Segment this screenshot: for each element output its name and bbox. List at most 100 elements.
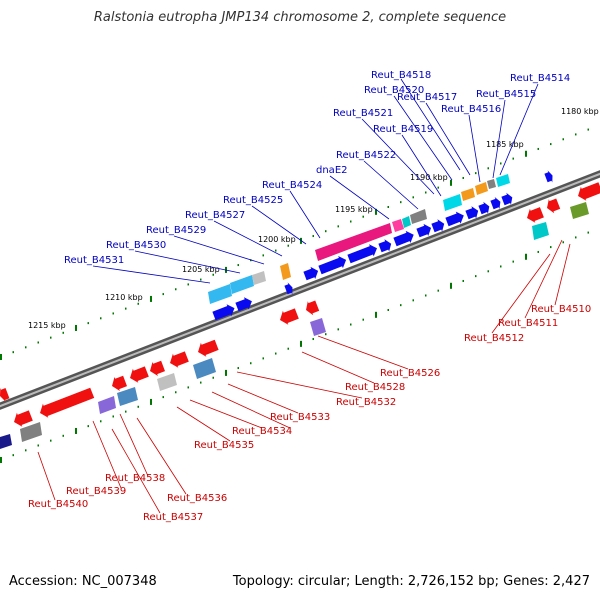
gene-label[interactable]: Reut_B4521 (333, 108, 393, 119)
gene-block[interactable] (20, 422, 42, 442)
gene-block[interactable] (487, 179, 496, 189)
gene-block[interactable] (392, 219, 404, 232)
scale-tick (162, 396, 164, 399)
gene-arrow[interactable] (212, 304, 235, 321)
gene-arrow[interactable] (547, 198, 561, 214)
gene-arrow[interactable] (347, 244, 377, 264)
gene-arrow[interactable] (393, 230, 414, 247)
gene-arrow[interactable] (14, 410, 33, 427)
gene-block[interactable] (475, 182, 488, 195)
gene-label[interactable]: Reut_B4530 (106, 240, 166, 251)
scale-tick (187, 283, 189, 286)
gene-arrow[interactable] (527, 207, 544, 223)
gene-arrow[interactable] (112, 375, 127, 391)
gene-label[interactable]: Reut_B4514 (510, 73, 570, 84)
gene-label[interactable]: Reut_B4537 (143, 512, 203, 523)
scale-tick (350, 220, 352, 223)
gene-arrow[interactable] (478, 201, 490, 215)
sequence-summary: Topology: circular; Length: 2,726,152 bp… (232, 574, 590, 589)
forward-strand-genes (208, 174, 510, 304)
scale-label: 1195 kbp (335, 205, 373, 214)
gene-block[interactable] (230, 275, 254, 294)
gene-label[interactable]: Reut_B4536 (167, 493, 227, 504)
gene-label[interactable]: Reut_B4510 (531, 304, 591, 315)
gene-block[interactable] (310, 318, 326, 336)
gene-label[interactable]: Reut_B4519 (373, 124, 433, 135)
gene-label[interactable]: Reut_B4528 (345, 382, 405, 393)
gene-label[interactable]: Reut_B4522 (336, 150, 396, 161)
gene-block[interactable] (461, 188, 475, 201)
gene-label[interactable]: dnaE2 (316, 165, 348, 176)
gene-arrow[interactable] (150, 360, 165, 376)
gene-arrow[interactable] (445, 211, 464, 227)
scale-tick (437, 186, 439, 189)
gene-arrow[interactable] (170, 351, 189, 368)
scale-tick (12, 454, 14, 457)
gene-label[interactable]: Reut_B4527 (185, 210, 245, 221)
gene-label[interactable]: Reut_B4525 (223, 195, 283, 206)
gene-label[interactable]: Reut_B4540 (28, 499, 88, 510)
gene-label[interactable]: Reut_B4524 (262, 180, 322, 191)
gene-block[interactable] (208, 284, 232, 304)
gene-block[interactable] (117, 387, 138, 406)
gene-label[interactable]: Reut_B4532 (336, 397, 396, 408)
gene-arrow[interactable] (318, 256, 347, 275)
gene-block[interactable] (532, 222, 549, 240)
gene-block[interactable] (252, 271, 266, 285)
gene-arrow[interactable] (235, 297, 252, 312)
gene-label[interactable]: Reut_B4512 (464, 333, 524, 344)
gene-dnaE2[interactable] (315, 223, 392, 261)
scale-label: 1205 kbp (182, 265, 220, 274)
gene-arrow[interactable] (544, 170, 553, 183)
scale-tick (50, 439, 52, 442)
gene-block[interactable] (157, 373, 177, 391)
scale-tick (337, 328, 339, 331)
gene-arrow[interactable] (306, 300, 320, 316)
scale-label: 1210 kbp (105, 293, 143, 302)
gene-block[interactable] (410, 209, 427, 224)
gene-label[interactable]: Reut_B4517 (397, 92, 457, 103)
gene-arrow[interactable] (490, 197, 501, 210)
gene-block[interactable] (402, 216, 411, 228)
gene-label[interactable]: Reut_B4533 (270, 412, 330, 423)
gene-block[interactable] (0, 434, 12, 449)
gene-label[interactable]: Reut_B4511 (498, 318, 558, 329)
gene-label[interactable]: Reut_B4534 (232, 426, 292, 437)
gene-arrow[interactable] (130, 366, 149, 383)
scale-label: 1215 kbp (28, 321, 66, 330)
gene-arrow[interactable] (501, 192, 513, 206)
gene-label[interactable]: Reut_B4535 (194, 440, 254, 451)
gene-arrow[interactable] (431, 219, 445, 233)
gene-arrow[interactable] (280, 308, 299, 325)
gene-label[interactable]: Reut_B4520 (364, 85, 424, 96)
gene-arrow[interactable] (416, 223, 432, 238)
gene-block[interactable] (193, 358, 216, 379)
scale-tick (25, 449, 27, 452)
gene-arrow[interactable] (284, 282, 293, 295)
scale-tick (0, 457, 2, 463)
gene-label[interactable]: Reut_B4518 (371, 70, 431, 81)
gene-label[interactable]: Reut_B4516 (441, 104, 501, 115)
scale-tick (325, 230, 327, 233)
gene-arrow[interactable] (0, 387, 10, 402)
gene-label[interactable]: Reut_B4531 (64, 255, 124, 266)
gene-arrow[interactable] (465, 206, 479, 220)
gene-arrow[interactable] (303, 266, 319, 281)
gene-block[interactable] (98, 396, 116, 414)
gene-label[interactable]: Reut_B4538 (105, 473, 165, 484)
gene-label[interactable]: Reut_B4526 (380, 368, 440, 379)
gene-label[interactable]: Reut_B4529 (146, 225, 206, 236)
gene-label[interactable]: Reut_B4515 (476, 89, 536, 100)
gene-arrow[interactable] (578, 182, 600, 201)
gene-block[interactable] (443, 194, 462, 211)
gene-block[interactable] (280, 263, 291, 280)
gene-arrow[interactable] (198, 339, 219, 357)
gene-block[interactable] (570, 202, 589, 219)
gene-arrow[interactable] (40, 387, 95, 418)
scale-tick (500, 265, 502, 268)
gene-arrow[interactable] (378, 239, 392, 253)
gene-label[interactable]: Reut_B4539 (66, 486, 126, 497)
scale-tick (450, 179, 452, 186)
scale-tick (550, 143, 552, 146)
gene-block[interactable] (496, 174, 510, 187)
